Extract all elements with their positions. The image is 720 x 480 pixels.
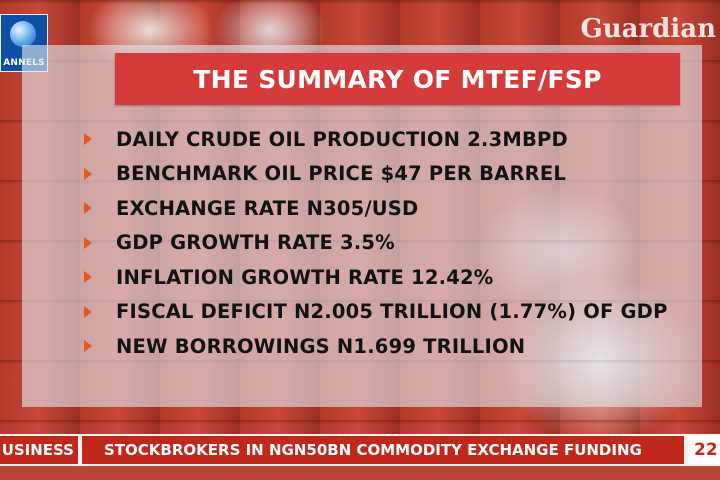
summary-title-bar: THE SUMMARY OF MTEF/FSP [115,53,680,105]
list-item-text: FISCAL DEFICIT N2.005 TRILLION (1.77%) O… [116,300,668,324]
bullet-arrow-icon [84,305,92,318]
bullet-arrow-icon [84,340,92,353]
list-item: NEW BORROWINGS N1.699 TRILLION [84,329,668,364]
bullet-arrow-icon [84,133,92,146]
list-item: INFLATION GROWTH RATE 12.42% [84,260,668,295]
list-item-text: INFLATION GROWTH RATE 12.42% [116,265,494,289]
globe-icon [10,21,36,47]
news-ticker: USINESS STOCKBROKERS IN NGN50BN COMMODIT… [0,434,720,466]
bullet-arrow-icon [84,271,92,284]
ticker-time: 22 [688,436,720,464]
list-item-text: DAILY CRUDE OIL PRODUCTION 2.3MBPD [116,127,568,151]
bullet-arrow-icon [84,167,92,180]
list-item: FISCAL DEFICIT N2.005 TRILLION (1.77%) O… [84,295,668,330]
list-item: BENCHMARK OIL PRICE $47 PER BARREL [84,157,668,192]
list-item: GDP GROWTH RATE 3.5% [84,226,668,261]
bullet-arrow-icon [84,202,92,215]
ticker-section-label: USINESS [0,436,78,464]
list-item: DAILY CRUDE OIL PRODUCTION 2.3MBPD [84,122,668,157]
list-item-text: GDP GROWTH RATE 3.5% [116,231,395,255]
list-item-text: BENCHMARK OIL PRICE $47 PER BARREL [116,162,567,186]
list-item-text: EXCHANGE RATE N305/USD [116,196,419,220]
list-item: EXCHANGE RATE N305/USD [84,191,668,226]
bottom-strip [0,466,720,480]
summary-title: THE SUMMARY OF MTEF/FSP [193,64,602,94]
bullet-arrow-icon [84,236,92,249]
guardian-watermark: Guardian [580,14,716,44]
summary-list: DAILY CRUDE OIL PRODUCTION 2.3MBPD BENCH… [84,122,668,364]
list-item-text: NEW BORROWINGS N1.699 TRILLION [116,334,526,358]
summary-panel [22,45,702,407]
ticker-headline: STOCKBROKERS IN NGN50BN COMMODITY EXCHAN… [82,436,684,464]
